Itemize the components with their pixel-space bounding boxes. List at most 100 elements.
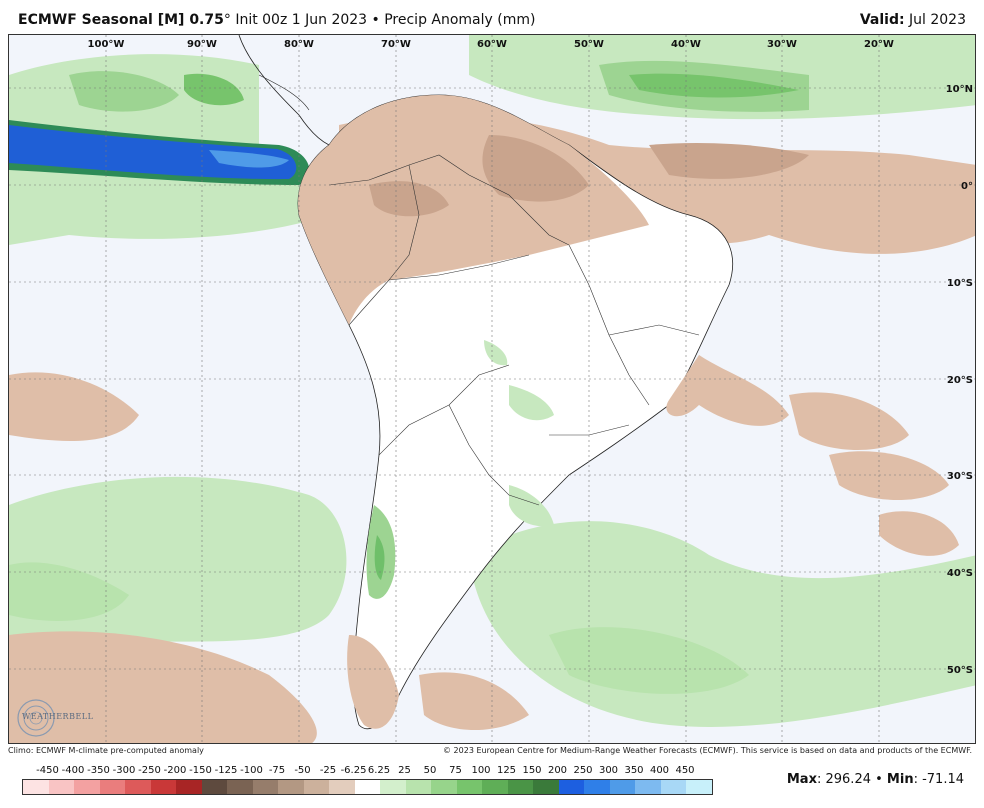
graticule xyxy=(9,35,975,743)
legend-label: -75 xyxy=(268,765,286,776)
lon-label: 50°W xyxy=(574,39,604,50)
legend-swatch xyxy=(74,780,100,794)
stats-separator: • xyxy=(870,772,887,787)
legend-label: -100 xyxy=(240,765,263,776)
legend-labels: -450 -400 -350 -300 -250 -200 -150 -125 -100 -75-… xyxy=(22,765,713,779)
legend-label: -200 xyxy=(163,765,187,776)
logo-text: WEATHERBELL xyxy=(22,712,94,721)
lon-label: 40°W xyxy=(671,39,701,50)
max-label: Max xyxy=(786,772,817,787)
legend-swatch xyxy=(354,780,380,794)
pacific-wet-band xyxy=(9,120,310,185)
lat-label: 10°S xyxy=(947,278,973,289)
legend-swatch xyxy=(431,780,457,794)
legend-label: -300 xyxy=(112,765,136,776)
lat-label: 10°N xyxy=(946,84,973,95)
weatherbell-logo xyxy=(17,699,55,737)
color-legend: -450 -400 -350 -300 -250 -200 -150 -125 -100 -75-… xyxy=(22,765,713,795)
lon-labels: 100°W 90°W 80°W 70°W 60°W 50°W 40°W 30°W… xyxy=(88,39,894,50)
legend-swatch xyxy=(329,780,355,794)
copyright-note: © 2023 European Centre for Medium-Range … xyxy=(443,746,972,755)
legend-label: 100 xyxy=(471,765,491,776)
legend-label: -125 xyxy=(214,765,238,776)
min-value: : -71.14 xyxy=(913,772,964,787)
lat-label: 0° xyxy=(961,181,973,192)
legend-swatch xyxy=(99,780,125,794)
max-value: : 296.24 xyxy=(816,772,871,787)
legend-label: -400 xyxy=(61,765,85,776)
legend-swatch xyxy=(150,780,176,794)
title-details: Init 00z 1 Jun 2023 • Precip Anomaly (mm… xyxy=(235,12,536,28)
lon-label: 30°W xyxy=(767,39,797,50)
legend-swatch xyxy=(380,780,406,794)
legend-swatch xyxy=(660,780,686,794)
legend-label: 400 xyxy=(649,765,670,776)
legend-label: 200 xyxy=(547,765,568,776)
legend-label: 125 xyxy=(496,765,517,776)
legend-swatch xyxy=(584,780,610,794)
legend-swatch xyxy=(201,780,227,794)
legend-swatch xyxy=(303,780,329,794)
legend-swatch xyxy=(686,780,712,794)
lat-labels: 10°N 0° 10°S 20°S 30°S 40°S 50°S xyxy=(946,84,973,676)
legend-label: -450 xyxy=(36,765,59,776)
climo-note: Climo: ECMWF M-climate pre-computed anom… xyxy=(8,746,204,755)
legend-label: 50 xyxy=(423,765,437,776)
legend-swatch xyxy=(405,780,431,794)
map-title: ECMWF Seasonal [M] 0.75° Init 00z 1 Jun … xyxy=(18,12,535,28)
lon-label: 60°W xyxy=(477,39,507,50)
legend-swatch xyxy=(252,780,278,794)
central-america xyxy=(238,35,330,146)
model-name: ECMWF Seasonal [M] 0.75 xyxy=(18,12,224,28)
legend-swatch xyxy=(456,780,482,794)
south-america xyxy=(297,94,733,730)
legend-swatch xyxy=(125,780,151,794)
lon-label: 20°W xyxy=(864,39,894,50)
legend-swatch xyxy=(533,780,559,794)
legend-label: 6.25 xyxy=(367,765,391,776)
central-america-border xyxy=(258,74,310,111)
lon-label: 80°W xyxy=(284,39,314,50)
max-min-stats: Max: 296.24 • Min: -71.14 xyxy=(787,772,964,787)
wet-anomaly-regions xyxy=(9,35,975,727)
legend-label: -25 xyxy=(319,765,337,776)
lon-label: 100°W xyxy=(88,39,125,50)
legend-label: -150 xyxy=(189,765,212,776)
legend-label: 350 xyxy=(624,765,644,776)
legend-swatch xyxy=(23,780,49,794)
lat-label: 50°S xyxy=(947,665,973,676)
lon-label: 70°W xyxy=(381,39,411,50)
legend-swatch xyxy=(278,780,304,794)
legend-swatch xyxy=(48,780,74,794)
legend-swatch xyxy=(176,780,202,794)
legend-label: 25 xyxy=(398,765,411,776)
valid-value: Jul 2023 xyxy=(909,12,966,28)
legend-label: 450 xyxy=(675,765,695,776)
map-svg: 100°W 90°W 80°W 70°W 60°W 50°W 40°W 30°W… xyxy=(9,35,975,743)
lat-label: 40°S xyxy=(947,568,973,579)
legend-label: -50 xyxy=(294,765,311,776)
degree-symbol: ° xyxy=(223,12,231,28)
valid-label: Valid: xyxy=(859,12,905,28)
map-panel: 100°W 90°W 80°W 70°W 60°W 50°W 40°W 30°W… xyxy=(8,34,976,744)
legend-swatch xyxy=(507,780,533,794)
legend-swatch xyxy=(482,780,508,794)
lat-label: 30°S xyxy=(947,471,973,482)
legend-label: 150 xyxy=(522,765,542,776)
legend-label: 75 xyxy=(449,765,462,776)
legend-label: 300 xyxy=(598,765,619,776)
header: ECMWF Seasonal [M] 0.75° Init 00z 1 Jun … xyxy=(0,0,984,34)
legend-swatch xyxy=(558,780,584,794)
legend-swatch xyxy=(609,780,635,794)
legend-swatch xyxy=(227,780,253,794)
legend-label: -6.25 xyxy=(340,765,367,776)
legend-label: -250 xyxy=(138,765,161,776)
legend-label: -350 xyxy=(87,765,110,776)
legend-swatch xyxy=(635,780,661,794)
lat-label: 20°S xyxy=(947,375,973,386)
lon-label: 90°W xyxy=(187,39,217,50)
legend-bar xyxy=(22,779,713,795)
valid-date: Valid: Jul 2023 xyxy=(860,12,966,28)
min-label: Min xyxy=(886,772,914,787)
legend-label: 250 xyxy=(573,765,593,776)
